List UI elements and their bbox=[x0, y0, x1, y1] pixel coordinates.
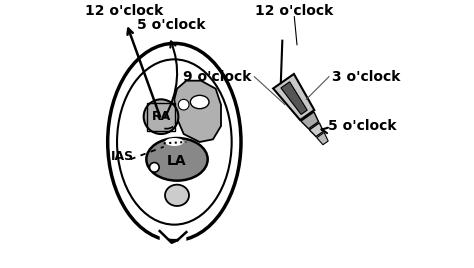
Ellipse shape bbox=[178, 99, 189, 110]
Ellipse shape bbox=[150, 162, 159, 172]
Polygon shape bbox=[174, 81, 221, 142]
Polygon shape bbox=[160, 230, 186, 251]
Ellipse shape bbox=[146, 138, 208, 181]
Ellipse shape bbox=[117, 59, 232, 225]
Text: 12 o'clock: 12 o'clock bbox=[84, 4, 163, 18]
Ellipse shape bbox=[165, 138, 184, 146]
Ellipse shape bbox=[108, 43, 241, 241]
Polygon shape bbox=[310, 123, 323, 137]
Polygon shape bbox=[273, 74, 314, 120]
Ellipse shape bbox=[144, 99, 178, 134]
Ellipse shape bbox=[165, 185, 189, 206]
Text: 12 o'clock: 12 o'clock bbox=[255, 4, 333, 18]
Text: 3 o'clock: 3 o'clock bbox=[332, 70, 400, 84]
Polygon shape bbox=[317, 132, 328, 145]
Polygon shape bbox=[281, 82, 307, 114]
Text: LA: LA bbox=[167, 154, 187, 168]
Polygon shape bbox=[301, 112, 319, 129]
Text: 9 o'clock: 9 o'clock bbox=[183, 70, 252, 84]
Text: 5 o'clock: 5 o'clock bbox=[328, 119, 396, 133]
Text: RA: RA bbox=[151, 110, 171, 123]
Text: 5 o'clock: 5 o'clock bbox=[137, 18, 206, 32]
Text: IAS: IAS bbox=[111, 150, 134, 163]
Ellipse shape bbox=[191, 95, 209, 109]
